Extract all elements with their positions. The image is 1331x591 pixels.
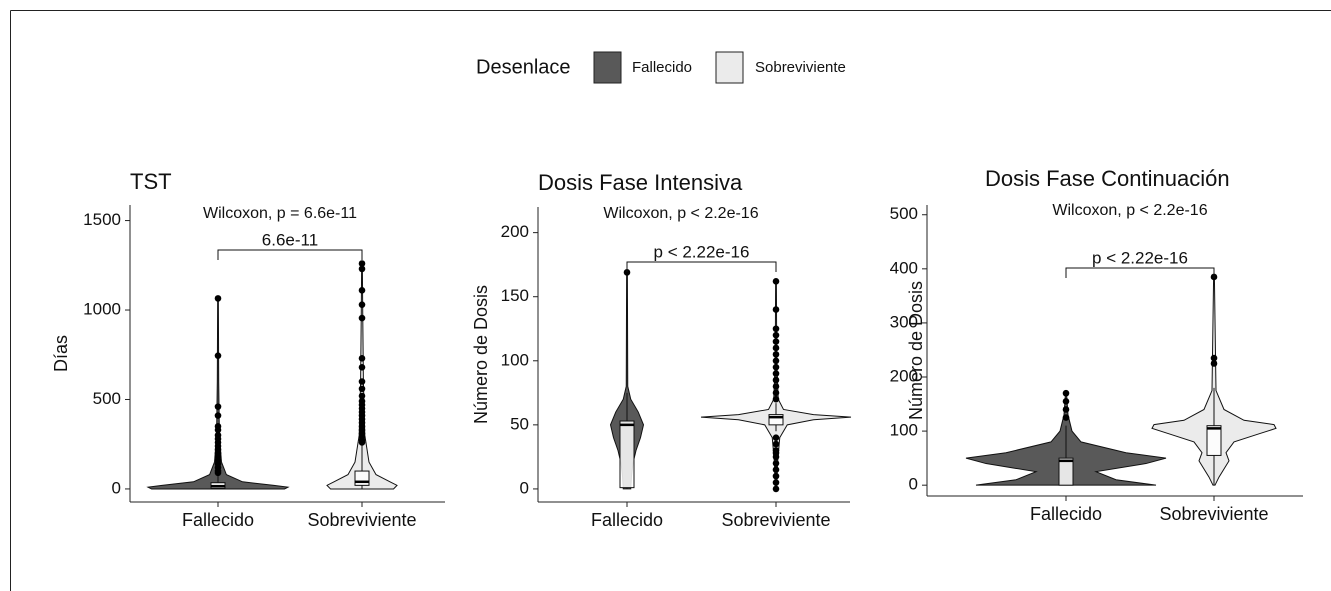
bracket: [626, 261, 777, 272]
x-tick-label: Sobreviviente: [721, 510, 830, 530]
y-tick-label: 0: [909, 475, 918, 494]
x-tick-label: Sobreviviente: [307, 510, 416, 530]
outlier: [358, 363, 366, 371]
outlier: [358, 439, 366, 446]
bracket-label: 6.6e-11: [262, 230, 318, 249]
outlier: [214, 469, 222, 477]
outlier: [772, 376, 780, 384]
bracket-label: p < 2.22e-16: [654, 242, 750, 261]
outlier: [772, 351, 780, 358]
bracket: [217, 249, 363, 260]
annotation: Wilcoxon, p = 6.6e-11: [203, 205, 357, 222]
outlier: [214, 352, 222, 359]
box: [619, 420, 635, 489]
outlier: [772, 357, 780, 365]
chart-title: Dosis Fase Continuación: [985, 166, 1230, 191]
outlier: [1062, 406, 1070, 413]
box: [1058, 457, 1074, 486]
y-tick-label: 1500: [83, 210, 121, 229]
outlier: [772, 434, 780, 441]
y-tick-label: 50: [510, 414, 529, 433]
annotation: Wilcoxon, p < 2.2e-16: [603, 205, 758, 222]
outlier: [772, 278, 780, 285]
outlier: [358, 392, 366, 400]
outlier: [772, 440, 780, 448]
x-tick-label: Fallecido: [182, 510, 254, 530]
x-tick-label: Sobreviviente: [1159, 504, 1268, 524]
y-tick-label: 500: [93, 389, 121, 408]
y-axis-label: Número de Dosis: [471, 285, 491, 424]
y-tick-label: 150: [501, 286, 529, 305]
x-tick-label: Fallecido: [1030, 504, 1102, 524]
outlier: [358, 301, 366, 308]
x-tick-label: Fallecido: [591, 510, 663, 530]
legend-swatch: [715, 51, 744, 84]
y-tick-label: 1000: [83, 300, 121, 319]
outlier: [358, 314, 366, 322]
outlier: [772, 472, 780, 480]
outlier: [772, 338, 780, 345]
y-tick-label: 0: [112, 478, 121, 497]
outlier: [358, 355, 366, 362]
chart-title: TST: [130, 169, 172, 194]
box: [354, 470, 370, 486]
y-tick-label: 300: [890, 312, 918, 331]
outlier: [772, 331, 780, 339]
legend-swatch: [593, 51, 622, 84]
legend-label: Sobreviviente: [755, 59, 846, 76]
y-tick-label: 100: [890, 421, 918, 440]
outlier: [1062, 389, 1070, 397]
outlier: [214, 426, 222, 434]
y-tick-label: 200: [501, 222, 529, 241]
outlier: [358, 265, 366, 273]
y-tick-label: 200: [890, 366, 918, 385]
outlier: [772, 370, 780, 377]
box: [768, 414, 784, 426]
outlier: [772, 479, 780, 486]
y-tick-label: 100: [501, 350, 529, 369]
bracket: [1065, 267, 1215, 278]
outlier: [1210, 360, 1218, 367]
outlier: [1062, 414, 1070, 421]
outlier: [772, 344, 780, 352]
legend-title: Desenlace: [476, 56, 571, 78]
outlier: [214, 412, 222, 419]
outlier: [623, 269, 631, 276]
outlier: [772, 453, 780, 461]
outlier: [1210, 354, 1218, 362]
outlier: [358, 378, 366, 385]
outlier: [772, 395, 780, 403]
outlier: [214, 403, 222, 410]
outlier: [214, 295, 222, 302]
y-tick-label: 0: [520, 478, 529, 497]
y-tick-label: 400: [890, 258, 918, 277]
y-axis-label: Días: [51, 335, 71, 372]
outlier: [358, 385, 366, 393]
outlier: [772, 485, 780, 493]
outlier: [358, 287, 366, 294]
outlier: [772, 466, 780, 474]
legend-label: Fallecido: [632, 59, 692, 76]
outlier: [772, 389, 780, 397]
box: [1206, 425, 1222, 456]
annotation: Wilcoxon, p < 2.2e-16: [1052, 202, 1207, 219]
outlier: [772, 383, 780, 390]
outlier: [358, 260, 366, 267]
y-tick-label: 500: [890, 204, 918, 223]
bracket-label: p < 2.22e-16: [1092, 248, 1188, 267]
outlier: [772, 306, 780, 313]
chart-title: Dosis Fase Intensiva: [538, 170, 743, 195]
outlier: [772, 459, 780, 467]
y-axis-label: Número de Dosis: [906, 281, 926, 420]
outlier: [772, 363, 780, 371]
outlier: [1062, 398, 1070, 405]
outlier: [772, 325, 780, 333]
